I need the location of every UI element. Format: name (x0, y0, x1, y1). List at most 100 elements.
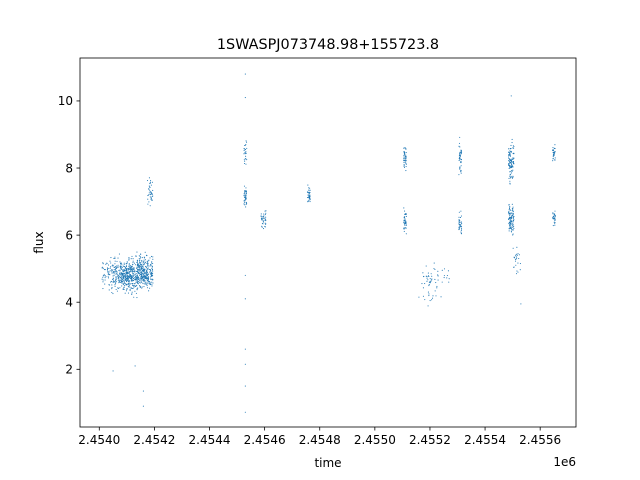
data-point-outlier (244, 385, 246, 387)
data-point (148, 185, 150, 187)
data-point (135, 281, 137, 283)
data-point (131, 279, 134, 281)
data-point (113, 269, 115, 271)
data-point (106, 267, 109, 269)
data-point (511, 203, 513, 205)
data-point (553, 154, 555, 156)
data-point (461, 227, 463, 229)
data-point (511, 150, 513, 152)
y-tick-label: 10 (58, 94, 73, 108)
data-point (512, 152, 514, 154)
data-point (133, 262, 136, 264)
data-point (151, 275, 153, 277)
data-point (111, 284, 113, 286)
data-point (403, 157, 405, 159)
data-point (515, 273, 518, 275)
data-point (126, 283, 128, 285)
data-point (512, 247, 514, 249)
data-point (260, 215, 262, 217)
data-point (121, 285, 123, 287)
data-point (244, 151, 246, 154)
data-point (149, 273, 151, 275)
data-point (508, 209, 510, 211)
data-point (428, 275, 430, 277)
data-point (141, 287, 143, 289)
data-point (145, 278, 147, 280)
data-point (115, 273, 117, 275)
data-point (427, 291, 429, 293)
data-point (458, 228, 460, 230)
data-point (261, 217, 263, 219)
data-point (137, 280, 139, 283)
data-point (245, 193, 247, 195)
data-point (115, 277, 117, 279)
data-point (102, 276, 104, 278)
data-point (512, 224, 514, 226)
data-point (458, 154, 461, 156)
data-point (512, 217, 515, 219)
data-point (126, 277, 129, 279)
data-point (112, 272, 114, 274)
data-point (245, 144, 247, 146)
data-point (149, 194, 151, 196)
data-point (244, 190, 246, 192)
data-point (246, 159, 248, 161)
data-point (508, 218, 510, 220)
data-point (125, 290, 127, 292)
data-point (460, 158, 463, 160)
data-point (149, 282, 151, 284)
data-point (512, 158, 514, 160)
data-point (123, 288, 125, 291)
data-point (130, 275, 132, 277)
data-point (245, 197, 247, 199)
data-point (130, 278, 133, 280)
data-point (512, 162, 515, 165)
data-point (517, 253, 519, 255)
data-point (123, 263, 125, 266)
data-point (111, 272, 113, 274)
data-point (119, 277, 121, 279)
data-point (244, 148, 247, 150)
data-point (405, 233, 407, 235)
data-point (108, 289, 110, 291)
data-point (508, 148, 510, 150)
data-point (132, 267, 134, 269)
data-point (107, 271, 109, 273)
data-point (137, 269, 139, 271)
data-point (403, 162, 405, 164)
data-point (128, 259, 130, 261)
data-point (125, 265, 128, 267)
data-point (122, 276, 124, 278)
data-point (111, 269, 113, 271)
data-point (459, 158, 461, 160)
data-point (245, 206, 247, 208)
data-point (136, 276, 138, 278)
data-point (144, 251, 146, 253)
data-point (151, 261, 153, 263)
data-point (138, 258, 140, 260)
data-point (443, 275, 445, 277)
data-point (120, 262, 123, 264)
data-point (146, 271, 148, 273)
data-point (140, 268, 142, 270)
data-point (126, 267, 128, 269)
data-point (102, 267, 104, 269)
data-point (244, 158, 246, 160)
data-point (260, 213, 262, 215)
data-point (404, 210, 406, 212)
data-point (115, 276, 117, 278)
data-point (403, 165, 405, 167)
data-point (440, 296, 442, 298)
data-point (142, 263, 144, 265)
data-point (243, 203, 245, 205)
data-point (118, 281, 121, 283)
data-point (132, 263, 134, 265)
data-point (308, 197, 310, 199)
data-point (513, 219, 515, 221)
data-point (124, 270, 126, 272)
data-point (148, 192, 150, 194)
data-point (458, 223, 460, 225)
data-point (432, 295, 434, 297)
data-point (145, 273, 147, 275)
data-point (243, 159, 245, 161)
